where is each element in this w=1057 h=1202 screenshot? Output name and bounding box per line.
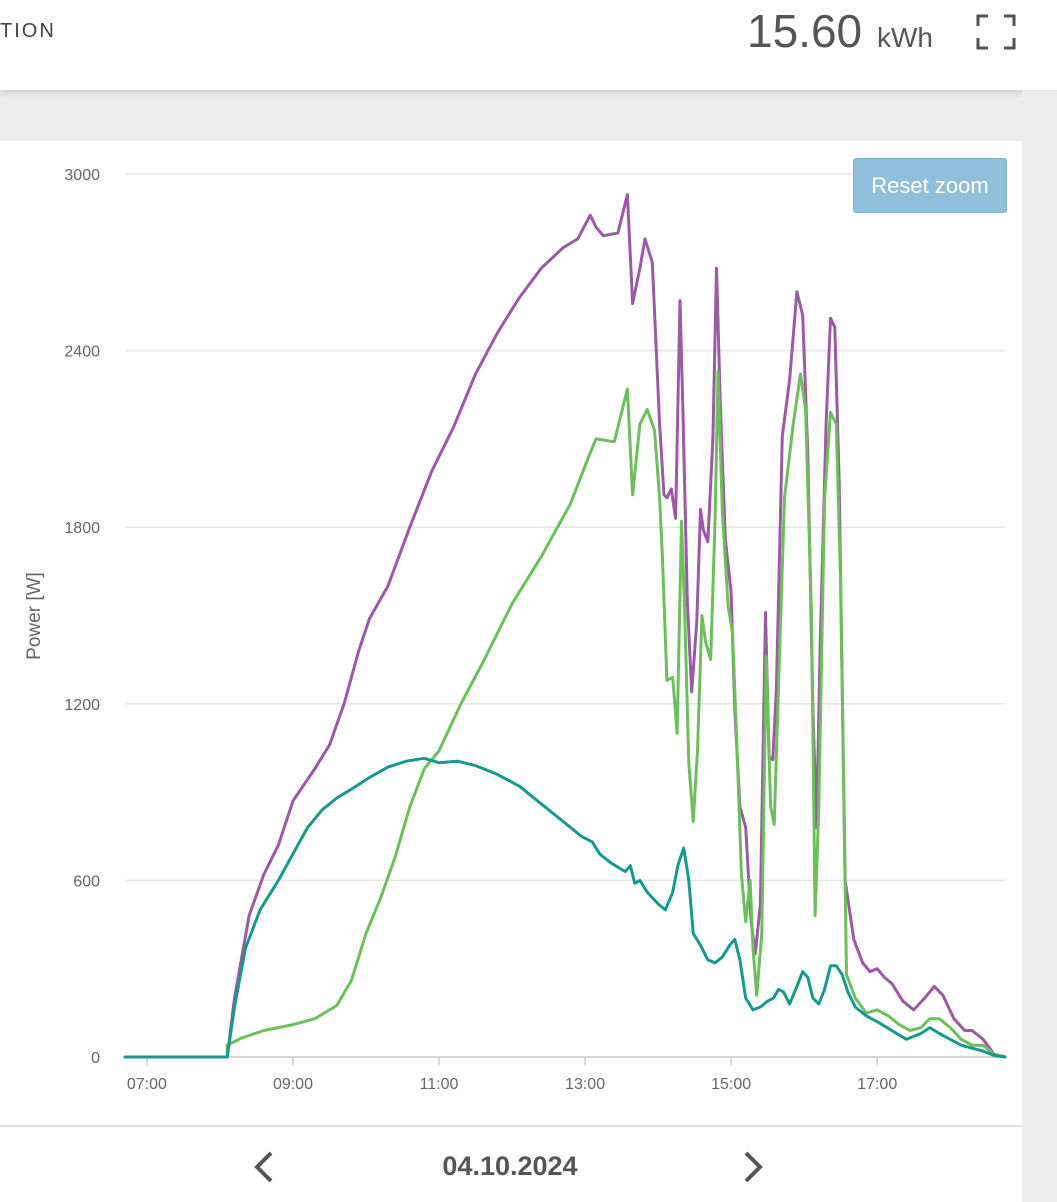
previous-day-button[interactable]: [245, 1147, 285, 1187]
next-day-button[interactable]: [732, 1147, 772, 1187]
energy-value: 15.60: [747, 5, 863, 57]
y-axis-ticks: 0 600 1200 1800 2400 3000: [64, 167, 100, 1067]
section-title: TION: [0, 20, 56, 42]
y-tick-label: 1200: [64, 697, 100, 714]
chevron-left-icon: [254, 1151, 273, 1183]
x-tick-label: 17:00: [857, 1076, 897, 1093]
chevron-right-icon: [744, 1151, 763, 1183]
y-axis-label: Power [W]: [24, 572, 45, 660]
right-gutter: [1022, 90, 1057, 1200]
series-line-total: [123, 193, 1007, 1059]
y-tick-label: 0: [91, 1050, 100, 1067]
x-tick-label: 07:00: [127, 1076, 167, 1093]
y-tick-label: 3000: [64, 167, 100, 184]
x-axis-ticks: 07:00 09:00 11:00 13:00 15:00 17:00: [127, 1057, 897, 1093]
chart-series: [123, 193, 1007, 1059]
date-navigation-bar: 04.10.2024: [0, 1125, 1022, 1202]
fullscreen-icon[interactable]: [974, 12, 1018, 52]
energy-unit: kWh: [877, 22, 933, 53]
x-tick-label: 09:00: [273, 1076, 313, 1093]
chart-card: [0, 141, 1022, 1125]
current-date: 04.10.2024: [442, 1151, 578, 1181]
y-tick-label: 600: [73, 873, 100, 890]
y-tick-label: 1800: [64, 520, 100, 537]
series-line-green: [123, 369, 1007, 1059]
y-tick-label: 2400: [64, 344, 100, 361]
x-tick-label: 15:00: [711, 1076, 751, 1093]
top-bar: TION 15.60 kWh: [0, 0, 1057, 90]
series-line-teal: [123, 756, 1007, 1059]
x-tick-label: 11:00: [420, 1076, 459, 1093]
x-tick-label: 13:00: [565, 1076, 605, 1093]
chart-grid: [125, 173, 1005, 1058]
reset-zoom-button[interactable]: Reset zoom: [853, 158, 1007, 213]
